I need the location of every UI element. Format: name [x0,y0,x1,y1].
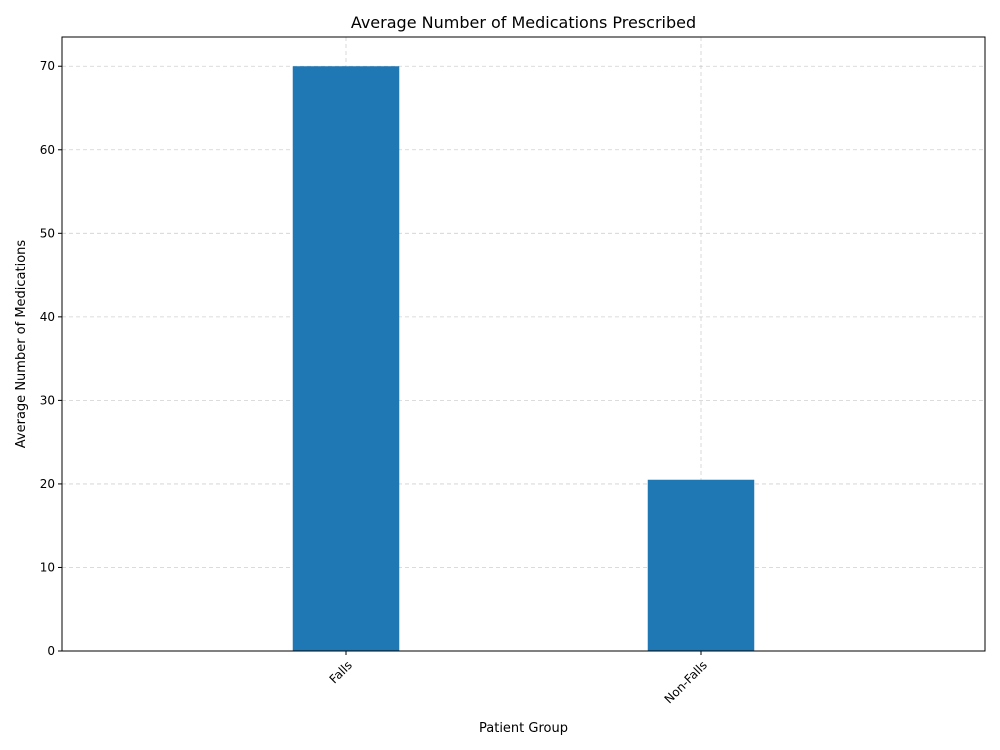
x-tick-label: Falls [327,658,355,686]
y-tick-label: 10 [40,560,55,574]
y-tick-label: 70 [40,59,55,73]
x-axis-label: Patient Group [479,721,568,736]
y-axis: 0 10 20 30 40 50 60 70 [40,59,62,658]
y-tick-label: 20 [40,477,55,491]
y-tick-label: 40 [40,310,55,324]
grid-layer [62,37,985,652]
x-axis: Falls Non-Falls [327,651,710,706]
y-tick-label: 0 [47,644,55,658]
y-axis-label: Average Number of Medications [14,240,29,449]
plot-frame [61,36,986,652]
x-tick-label: Non-Falls [662,658,710,706]
chart-title: Average Number of Medications Prescribed [351,13,696,32]
bar-non-falls [647,479,755,651]
bar-falls [292,66,400,651]
y-tick-label: 30 [40,393,55,407]
bars-layer [292,66,755,651]
y-tick-label: 60 [40,143,55,157]
y-tick-label: 50 [40,226,55,240]
